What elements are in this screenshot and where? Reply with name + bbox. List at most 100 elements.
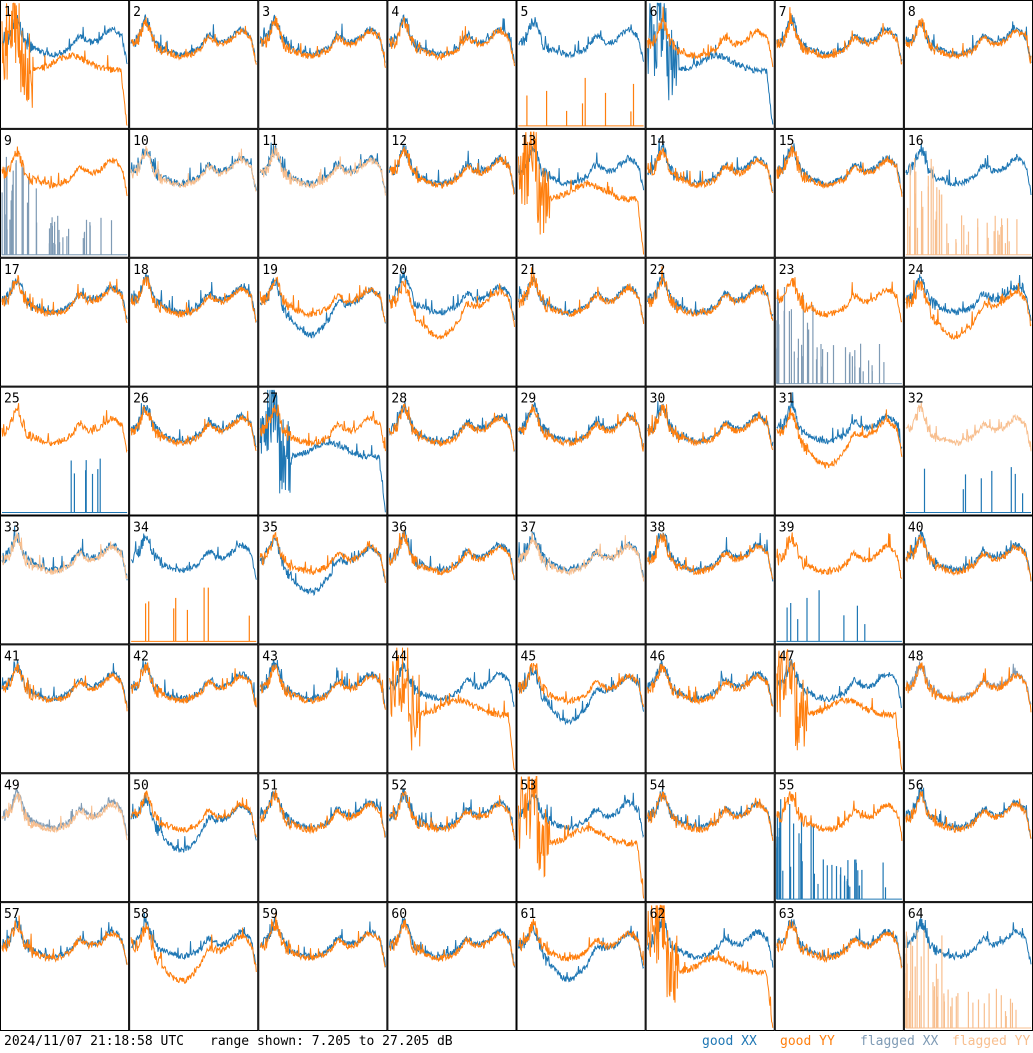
panel-label: 15 xyxy=(779,134,795,149)
panel-frame xyxy=(387,773,517,903)
panel-label: 17 xyxy=(4,263,20,278)
series-yy xyxy=(518,77,644,127)
series-yy xyxy=(518,131,645,255)
panel-frame xyxy=(903,257,1033,387)
panel-frame xyxy=(258,515,388,645)
panel-label: 2 xyxy=(133,5,141,20)
panel-46: 46 xyxy=(645,644,775,774)
series-yy xyxy=(259,664,386,710)
panel-frame xyxy=(645,773,775,903)
panel-label: 59 xyxy=(262,907,278,922)
panel-frame xyxy=(0,644,130,774)
series-xx xyxy=(905,467,1031,513)
panel-frame xyxy=(0,902,130,1031)
series-yy xyxy=(776,532,903,579)
panel-frame xyxy=(0,386,130,516)
series-yy xyxy=(647,533,774,580)
panel-frame xyxy=(387,128,517,258)
series-yy xyxy=(776,649,903,770)
series-yy xyxy=(647,6,774,68)
panel-frame xyxy=(516,0,646,129)
panel-frame xyxy=(903,515,1033,645)
panel-label: 50 xyxy=(133,778,149,793)
panel-label: 64 xyxy=(908,907,924,922)
series-yy xyxy=(1,403,128,454)
series-xx xyxy=(130,912,257,965)
panel-label: 42 xyxy=(133,649,149,664)
panel-7: 7 xyxy=(774,0,904,129)
series-xx xyxy=(776,590,902,642)
panel-14: 14 xyxy=(645,128,775,258)
range-text: range shown: 7.205 to 27.205 dB xyxy=(210,1034,453,1049)
panel-45: 45 xyxy=(516,644,646,774)
panel-label: 54 xyxy=(650,778,666,793)
series-yy xyxy=(389,146,515,196)
panel-28: 28 xyxy=(387,386,517,516)
series-yy xyxy=(1,915,128,966)
legend-flagged-xx: flagged XX xyxy=(860,1034,939,1049)
panel-label: 38 xyxy=(650,521,666,536)
panel-label: 63 xyxy=(779,907,795,922)
panel-44: 44 xyxy=(387,644,517,774)
series-yy xyxy=(647,147,774,194)
panel-2: 2 xyxy=(129,0,259,129)
panel-53: 53 xyxy=(516,773,646,903)
series-yy xyxy=(130,662,257,708)
panel-62: 62 xyxy=(645,902,775,1031)
series-yy xyxy=(130,790,257,838)
panel-label: 10 xyxy=(133,134,149,149)
panel-57: 57 xyxy=(0,902,130,1031)
panel-label: 56 xyxy=(908,778,924,793)
panel-label: 37 xyxy=(521,521,537,536)
series-yy xyxy=(905,18,1032,64)
panel-frame xyxy=(0,257,130,387)
series-yy xyxy=(388,403,515,452)
panel-16: 16 xyxy=(903,128,1033,258)
series-yy xyxy=(259,531,386,584)
series-yy xyxy=(388,647,515,771)
panel-31: 31 xyxy=(774,386,904,516)
panel-frame xyxy=(516,773,646,903)
panel-label: 41 xyxy=(4,649,20,664)
panel-frame xyxy=(516,644,646,774)
legend-good-xx: good XX xyxy=(702,1034,757,1049)
panel-55: 55 xyxy=(774,773,904,903)
series-xx xyxy=(518,791,645,839)
panel-label: 48 xyxy=(908,649,924,664)
series-xx xyxy=(518,922,645,983)
panel-label: 16 xyxy=(908,134,924,149)
panel-label: 14 xyxy=(650,134,666,149)
series-yy xyxy=(388,529,515,580)
series-yy xyxy=(130,405,257,452)
series-xx xyxy=(2,458,128,513)
panel-label: 20 xyxy=(391,263,407,278)
panel-label: 36 xyxy=(391,521,407,536)
series-yy xyxy=(1,663,128,712)
series-yy xyxy=(388,16,515,67)
panel-label: 44 xyxy=(391,649,407,664)
series-yy xyxy=(776,920,903,970)
panel-60: 60 xyxy=(387,902,517,1031)
panel-48: 48 xyxy=(903,644,1033,774)
panel-frame xyxy=(258,644,388,774)
panel-frame xyxy=(774,386,904,516)
panel-label: 23 xyxy=(779,263,795,278)
series-yy xyxy=(130,922,257,984)
panel-label: 55 xyxy=(779,778,795,793)
panel-17: 17 xyxy=(0,257,130,387)
series-xx xyxy=(1,14,128,65)
panel-frame xyxy=(258,773,388,903)
panel-19: 19 xyxy=(258,257,388,387)
panel-label: 57 xyxy=(4,907,20,922)
panel-59: 59 xyxy=(258,902,388,1031)
panel-label: 25 xyxy=(4,392,20,407)
panel-54: 54 xyxy=(645,773,775,903)
panel-1: 1 xyxy=(0,0,130,129)
panel-label: 47 xyxy=(779,649,795,664)
panel-frame xyxy=(645,257,775,387)
panel-label: 60 xyxy=(391,907,407,922)
series-yy xyxy=(905,791,1032,839)
panel-10: 10 xyxy=(129,128,259,258)
panel-37: 37 xyxy=(516,515,646,645)
panel-frame xyxy=(0,773,130,903)
